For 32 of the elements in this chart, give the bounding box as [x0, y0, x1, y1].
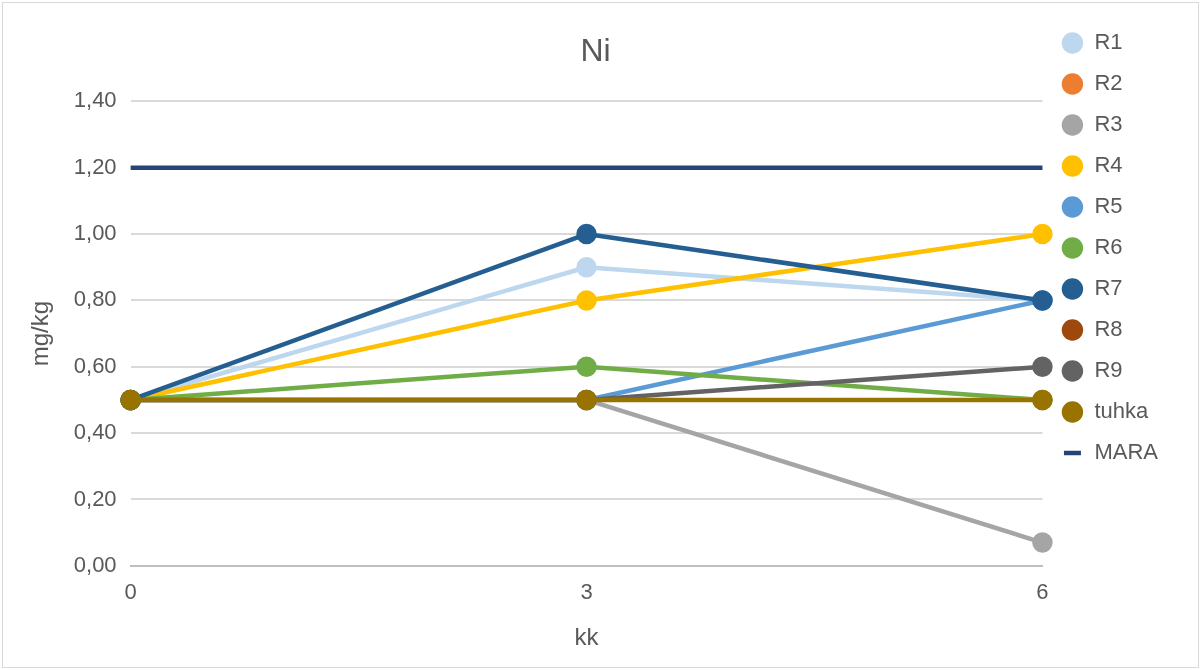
y-tick-label: 1,20 — [73, 153, 117, 179]
y-tick-label: 0,00 — [73, 551, 117, 577]
legend-label: R8 — [1094, 316, 1123, 342]
point — [576, 290, 597, 311]
y-tick-label: 0,80 — [73, 286, 117, 312]
point — [576, 257, 597, 278]
y-tick-label: 0,40 — [73, 419, 117, 445]
y-tick-label: 1,40 — [73, 87, 117, 113]
legend-label: R1 — [1094, 29, 1123, 55]
x-tick-label: 3 — [580, 579, 593, 605]
y-tick-label: 1,00 — [73, 220, 117, 246]
x-tick-label: 0 — [124, 579, 137, 605]
y-tick-label: 0,20 — [73, 485, 117, 511]
legend-label: R9 — [1094, 357, 1123, 383]
legend-label: R4 — [1094, 152, 1123, 178]
legend-label: tuhka — [1094, 398, 1150, 424]
legend-label: R6 — [1094, 234, 1123, 260]
legend-label: R5 — [1094, 193, 1123, 219]
legend-label: R2 — [1094, 70, 1123, 96]
x-axis-title: kk — [574, 623, 600, 651]
y-axis-title: mg/kg — [26, 300, 54, 367]
legend-label: MARA — [1094, 439, 1159, 465]
legend-label: R3 — [1094, 111, 1123, 137]
y-tick-label: 0,60 — [73, 352, 117, 378]
point — [1032, 223, 1053, 245]
point — [576, 223, 597, 245]
chart-title: Ni — [580, 32, 611, 69]
point — [1032, 532, 1053, 553]
legend-label: R7 — [1094, 275, 1123, 301]
point — [1032, 356, 1053, 378]
x-tick-label: 6 — [1036, 579, 1049, 605]
point — [576, 356, 597, 378]
